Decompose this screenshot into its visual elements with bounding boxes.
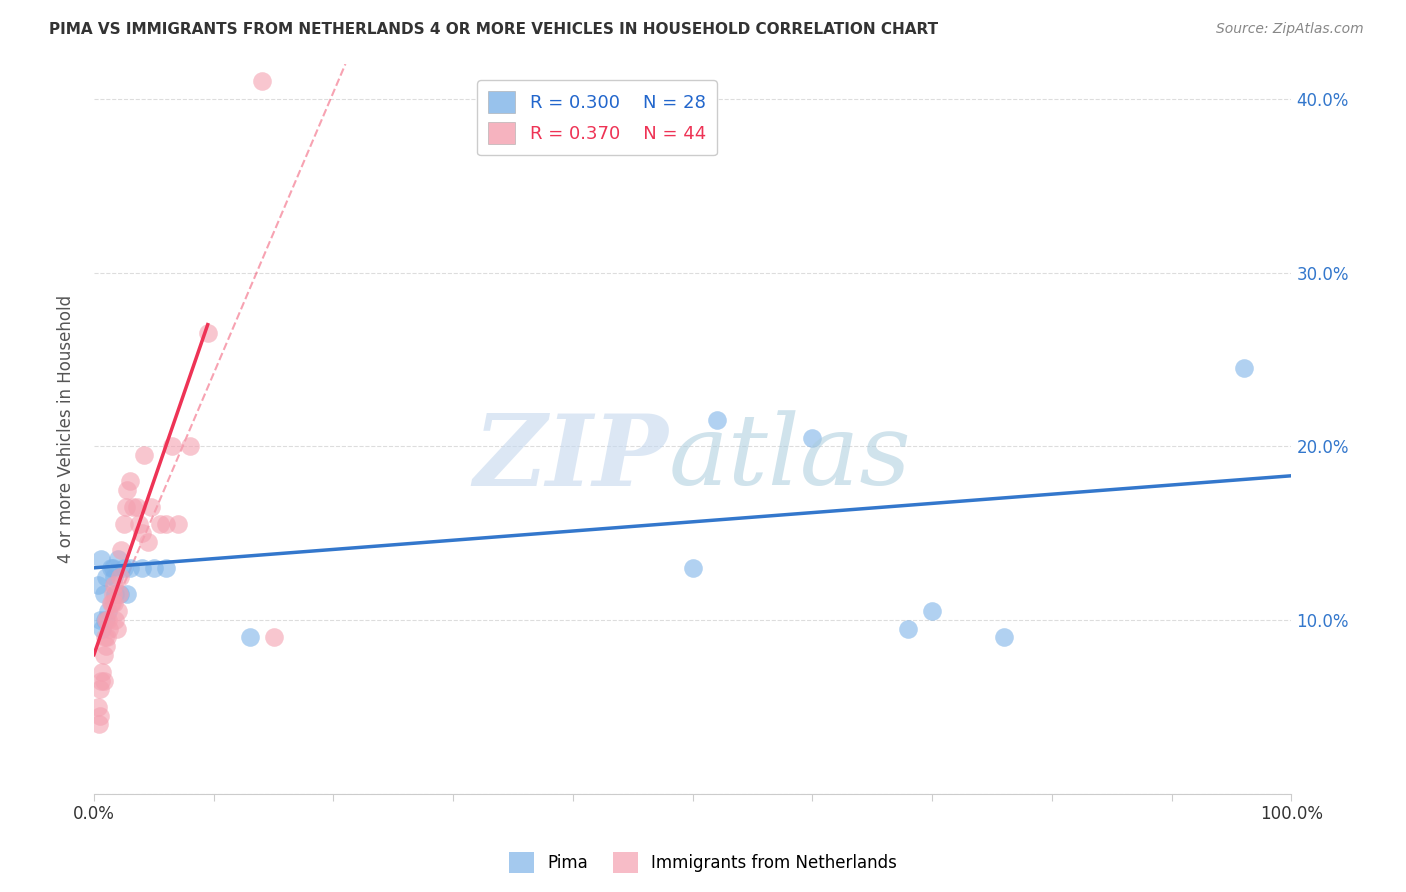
Point (110, 587, 132, 601)
Point (107, 552, 129, 566)
Point (93, 673, 115, 688)
Point (96, 630, 118, 644)
Point (993, 630, 1015, 644)
Point (166, 517, 188, 532)
Point (100, 596, 122, 610)
Point (93, 630, 115, 644)
Point (263, 630, 285, 644)
Point (90, 673, 112, 688)
Point (89, 682, 111, 697)
Y-axis label: 4 or more Vehicles in Household: 4 or more Vehicles in Household (58, 294, 75, 563)
Point (115, 500, 138, 514)
Point (112, 561, 135, 575)
Point (160, 439, 183, 453)
Point (89, 708, 111, 723)
Point (122, 500, 145, 514)
Point (149, 517, 172, 532)
Point (250, 74, 273, 88)
Point (94, 613, 117, 627)
Point (103, 596, 125, 610)
Point (90, 552, 112, 566)
Text: Source: ZipAtlas.com: Source: ZipAtlas.com (1216, 22, 1364, 37)
Point (94, 569, 117, 583)
Point (118, 561, 141, 575)
Point (706, 413, 728, 427)
Point (801, 431, 824, 445)
Point (155, 561, 177, 575)
Point (125, 500, 148, 514)
Point (108, 587, 131, 601)
Point (131, 526, 153, 541)
Point (134, 448, 156, 462)
Point (117, 483, 139, 497)
Point (101, 596, 124, 610)
Legend: R = 0.300    N = 28, R = 0.370    N = 44: R = 0.300 N = 28, R = 0.370 N = 44 (477, 80, 717, 155)
Point (128, 517, 150, 532)
Point (100, 561, 122, 575)
Point (155, 517, 177, 532)
Point (107, 604, 129, 618)
Point (103, 569, 125, 583)
Point (117, 587, 139, 601)
Point (91, 622, 114, 636)
Point (897, 622, 920, 636)
Text: atlas: atlas (669, 410, 911, 506)
Point (86, 578, 108, 592)
Point (921, 604, 943, 618)
Point (142, 561, 165, 575)
Point (112, 517, 135, 532)
Point (1232, 361, 1254, 376)
Point (91, 665, 114, 679)
Point (682, 561, 704, 575)
Point (97, 613, 120, 627)
Point (94, 639, 117, 653)
Point (86, 699, 108, 714)
Point (93, 587, 115, 601)
Point (103, 578, 125, 592)
Point (105, 622, 128, 636)
Point (131, 561, 153, 575)
Point (104, 613, 127, 627)
Point (104, 587, 127, 601)
Point (93, 648, 115, 662)
Point (89, 613, 111, 627)
Point (101, 587, 124, 601)
Point (197, 326, 219, 341)
Point (101, 561, 124, 575)
Point (93, 613, 115, 627)
Point (141, 500, 163, 514)
Point (118, 474, 141, 488)
Text: ZIP: ZIP (474, 409, 669, 507)
Point (110, 569, 132, 583)
Point (136, 534, 159, 549)
Point (87, 717, 110, 731)
Point (98, 622, 121, 636)
Legend: Pima, Immigrants from Netherlands: Pima, Immigrants from Netherlands (502, 846, 904, 880)
Point (239, 630, 262, 644)
Point (97, 604, 120, 618)
Point (110, 543, 132, 558)
Text: PIMA VS IMMIGRANTS FROM NETHERLANDS 4 OR MORE VEHICLES IN HOUSEHOLD CORRELATION : PIMA VS IMMIGRANTS FROM NETHERLANDS 4 OR… (49, 22, 938, 37)
Point (179, 439, 201, 453)
